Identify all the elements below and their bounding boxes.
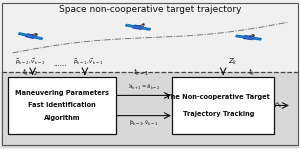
- Text: $t_{k-2}$: $t_{k-2}$: [22, 67, 39, 78]
- Bar: [1, 1, 299, 72]
- Bar: [1, 72, 299, 148]
- Polygon shape: [18, 33, 26, 36]
- Text: $t_k$: $t_k$: [248, 67, 255, 78]
- Polygon shape: [243, 36, 254, 39]
- Text: Maneuvering Parameters: Maneuvering Parameters: [15, 90, 109, 96]
- Polygon shape: [35, 37, 43, 39]
- Polygon shape: [126, 24, 134, 27]
- Text: $\hat{p}_{k-1},\hat{v}_{k-1}$: $\hat{p}_{k-1},\hat{v}_{k-1}$: [130, 119, 159, 128]
- Polygon shape: [133, 25, 143, 29]
- Text: $t_{k-1}$: $t_{k-1}$: [133, 67, 149, 78]
- Text: The Non-cooperative Target: The Non-cooperative Target: [167, 94, 270, 100]
- Text: Algorithm: Algorithm: [44, 115, 80, 121]
- FancyBboxPatch shape: [8, 77, 116, 134]
- Text: Trajectory Tracking: Trajectory Tracking: [182, 111, 254, 117]
- Polygon shape: [142, 27, 151, 30]
- Polygon shape: [236, 35, 244, 38]
- Polygon shape: [253, 38, 261, 40]
- FancyBboxPatch shape: [172, 77, 274, 134]
- Polygon shape: [25, 34, 36, 38]
- Text: Space non-cooperative target trajectory: Space non-cooperative target trajectory: [59, 5, 241, 14]
- Text: Fast Identification: Fast Identification: [28, 103, 96, 108]
- Text: $\hat{a}_{k+1}=\hat{a}_{k-2}$: $\hat{a}_{k+1}=\hat{a}_{k-2}$: [128, 82, 160, 92]
- Text: $Z_k$: $Z_k$: [228, 57, 238, 67]
- Text: ......: ......: [53, 61, 67, 67]
- Text: $\vec{p}_{k-1},\vec{v}_{k-1}$: $\vec{p}_{k-1},\vec{v}_{k-1}$: [73, 57, 103, 67]
- Text: $\hat{p}_k$: $\hat{p}_k$: [274, 101, 283, 110]
- Text: $\vec{p}_{k-2},\vec{v}_{k-2}$: $\vec{p}_{k-2},\vec{v}_{k-2}$: [14, 57, 45, 67]
